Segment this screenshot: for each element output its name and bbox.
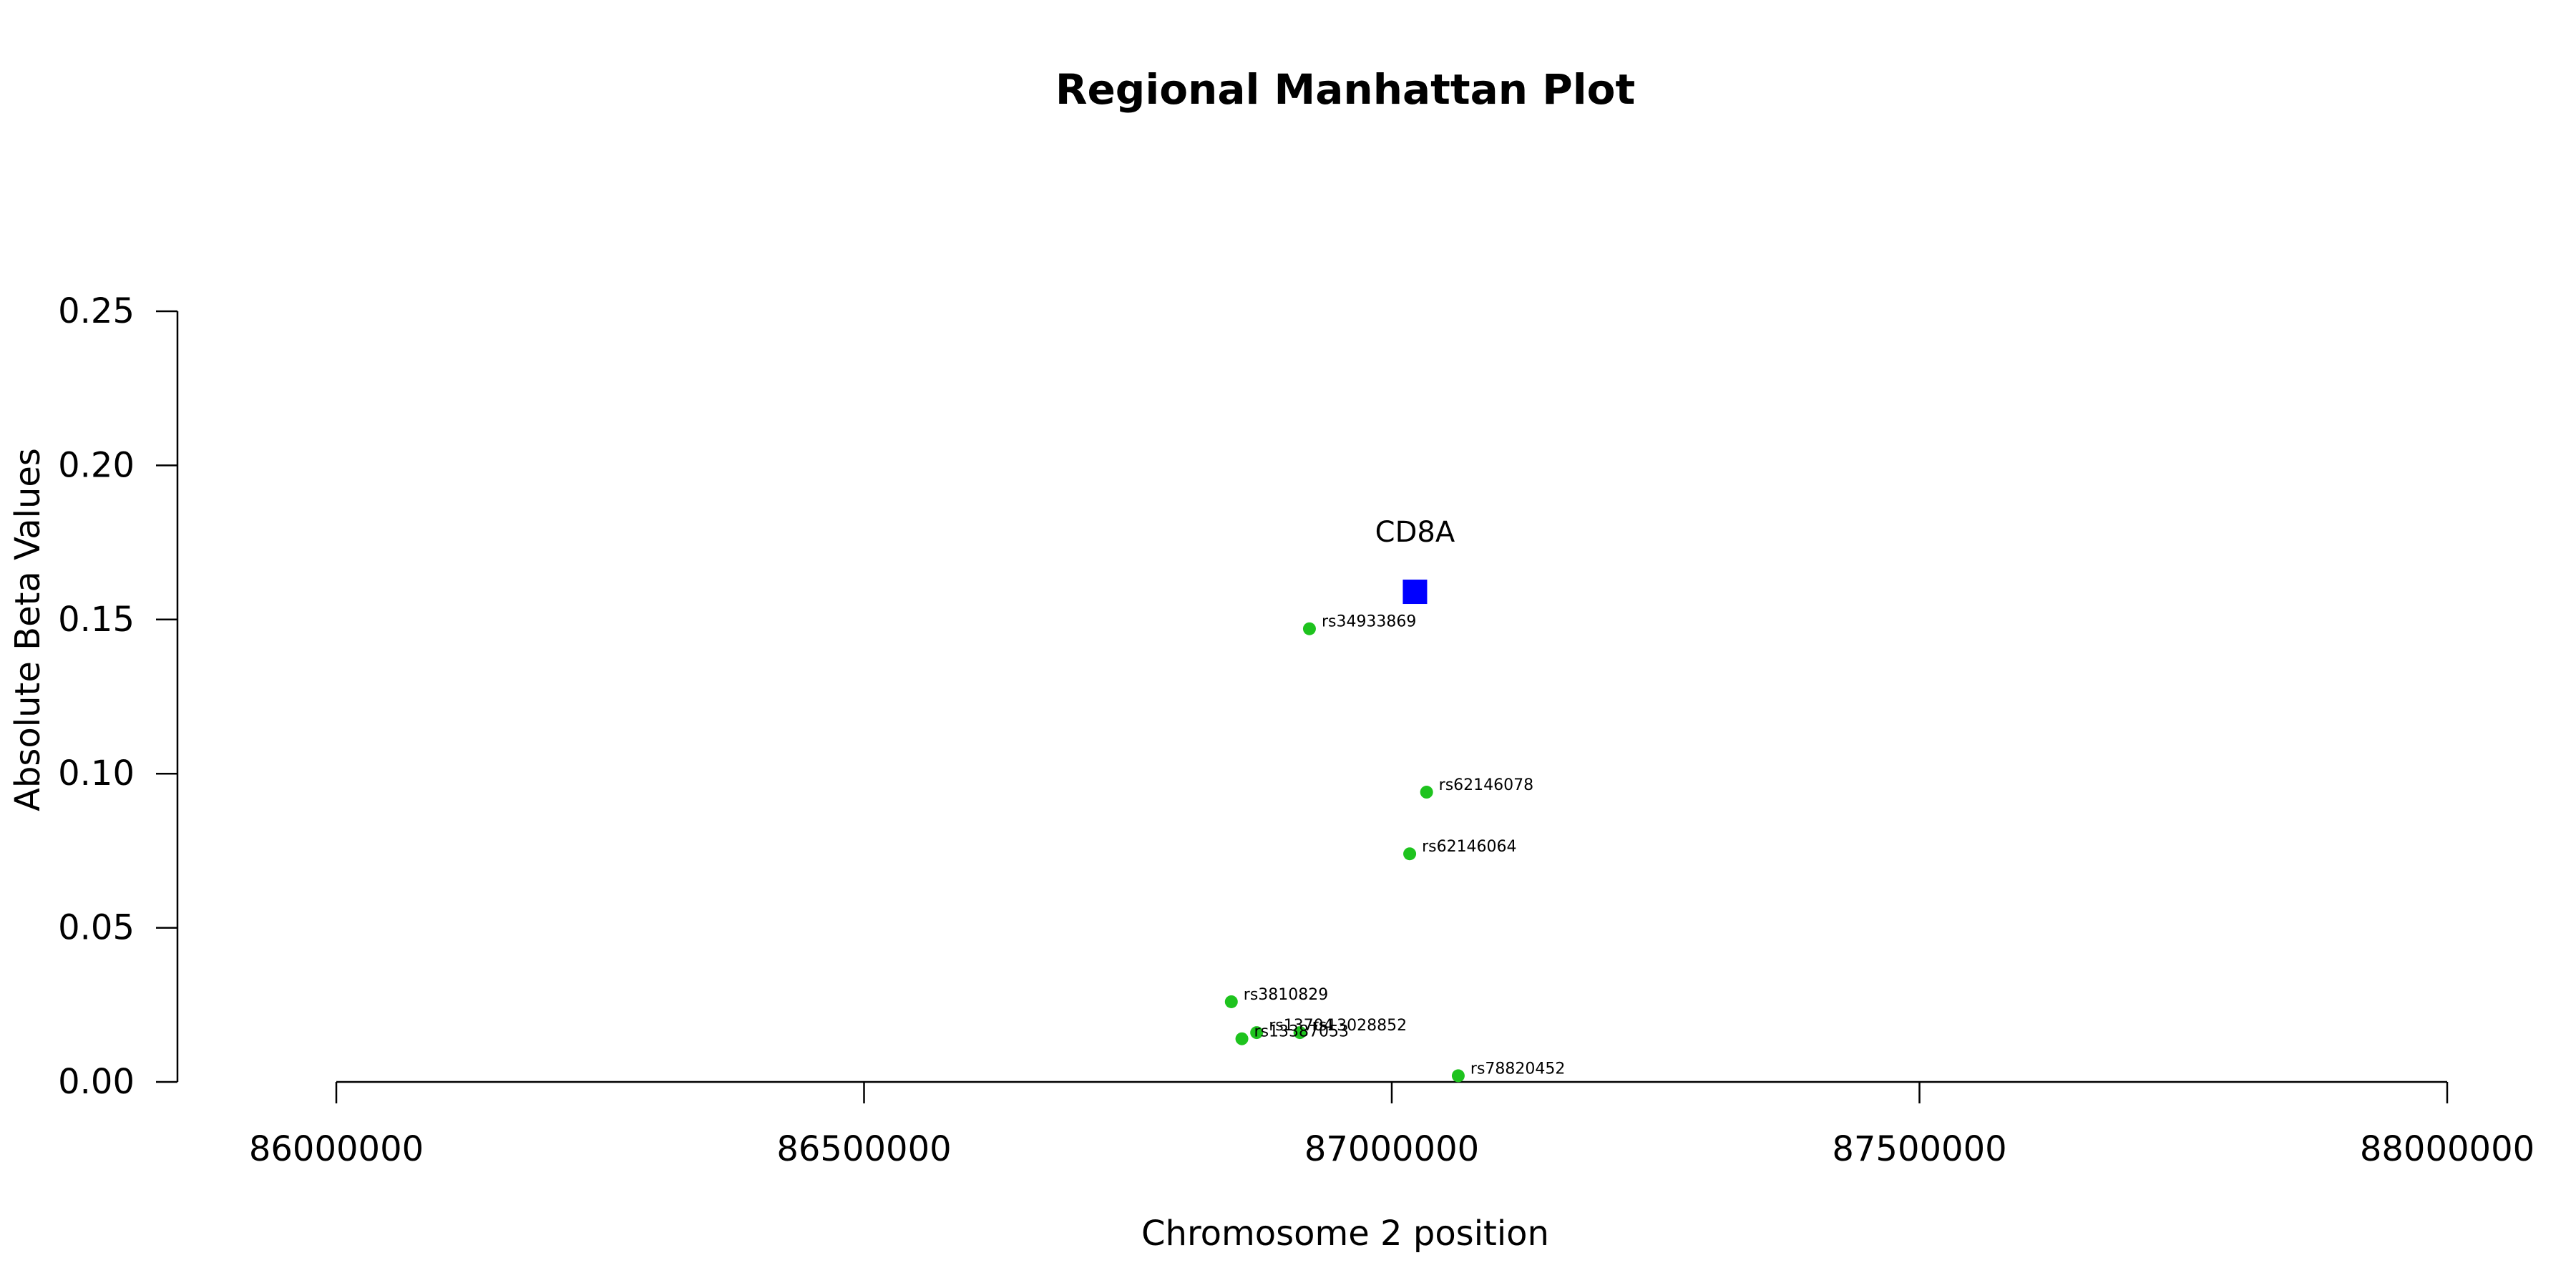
x-tick-label: 86500000	[776, 1129, 951, 1169]
snp-label: rs34933869	[1322, 613, 1416, 631]
snp-point	[1250, 1026, 1264, 1040]
gene-label: CD8A	[1375, 516, 1455, 549]
x-tick-label: 86000000	[249, 1129, 424, 1169]
y-tick-label: 0.00	[58, 1062, 135, 1102]
y-tick-label: 0.15	[58, 600, 135, 640]
snp-label: rs3810829	[1244, 986, 1329, 1004]
snp-point	[1302, 622, 1316, 635]
snp-point	[1403, 847, 1417, 861]
gene-marker	[1402, 580, 1428, 605]
snp-point	[1224, 995, 1238, 1008]
y-tick-label: 0.10	[58, 753, 135, 794]
x-tick-label: 87000000	[1304, 1129, 1479, 1169]
x-axis-ticks: 86000000 86500000 87000000 87500000 88000000	[249, 1082, 2534, 1169]
snp-label: rs13387053	[1254, 1023, 1349, 1041]
y-tick-label: 0.20	[58, 445, 135, 485]
snp-label: rs13028852	[1312, 1017, 1407, 1035]
snp-label: rs62146064	[1422, 838, 1516, 856]
snp-point	[1235, 1032, 1249, 1045]
snp-label: rs62146078	[1439, 776, 1533, 794]
x-tick-label: 87500000	[1832, 1129, 2006, 1169]
snp-point	[1451, 1069, 1465, 1083]
y-axis-label: Absolute Beta Values	[8, 448, 48, 811]
y-axis-ticks: 0.00 0.05 0.10 0.15 0.20 0.25	[58, 291, 177, 1102]
data-points: rs34933869 rs62146078 rs62146064 rs3810829 r…	[1224, 516, 1565, 1083]
chart-title: Regional Manhattan Plot	[1055, 65, 1635, 114]
snp-label: rs78820452	[1470, 1060, 1565, 1078]
snp-point	[1420, 786, 1433, 799]
snp-point	[1293, 1026, 1307, 1040]
x-axis-label: Chromosome 2 position	[1141, 1214, 1549, 1254]
y-tick-label: 0.05	[58, 908, 135, 948]
y-tick-label: 0.25	[58, 291, 135, 331]
x-tick-label: 88000000	[2360, 1129, 2534, 1169]
